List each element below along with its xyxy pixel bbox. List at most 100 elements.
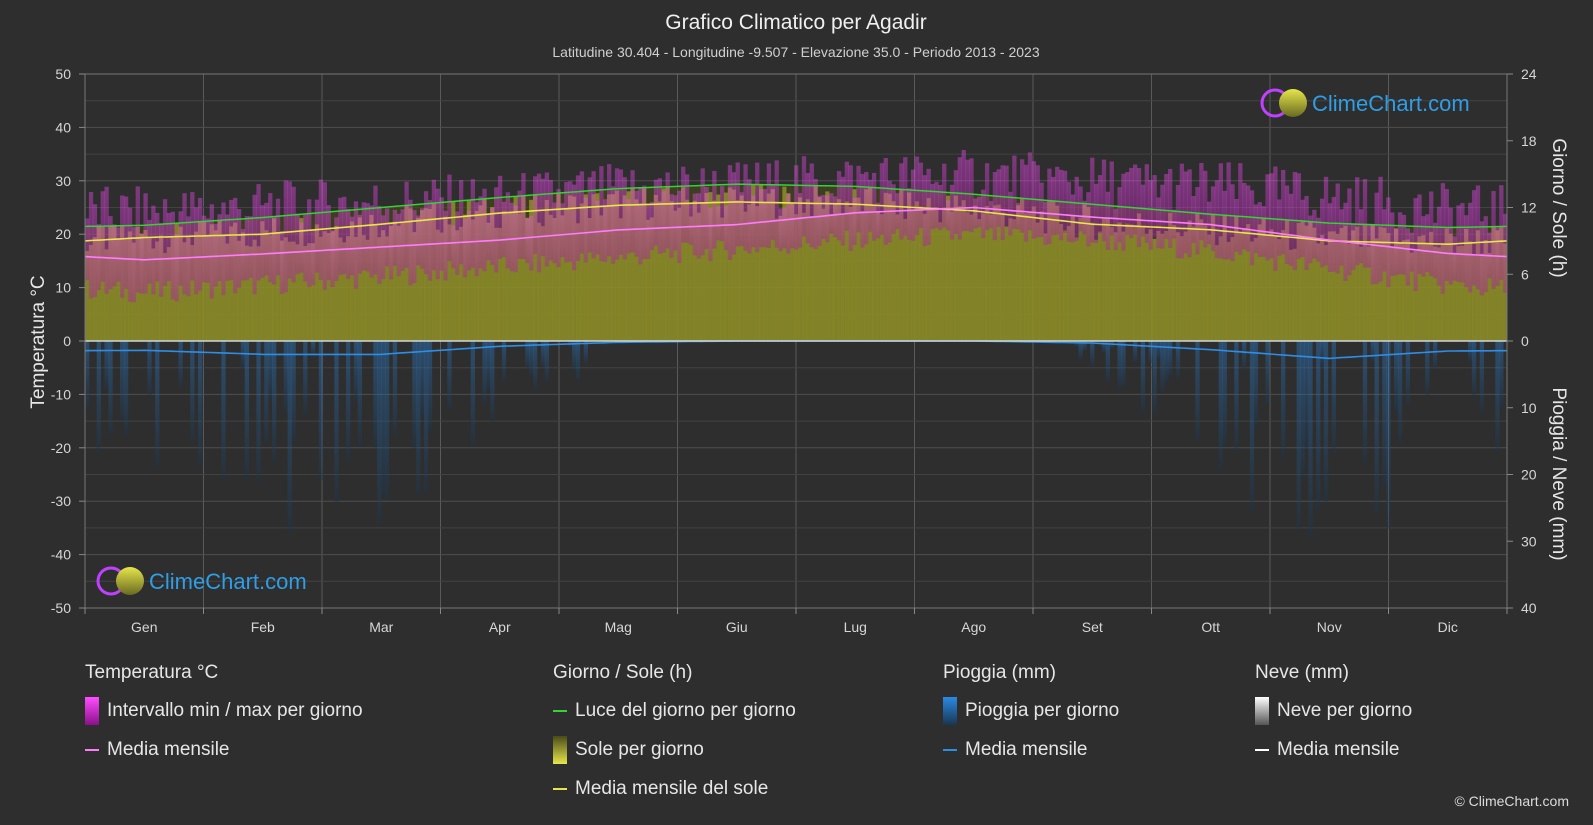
- month-tick-label: Lug: [844, 619, 867, 635]
- sunshine-day-bar: [895, 214, 900, 341]
- temp-range-day-bar: [684, 174, 690, 243]
- temp-range-day-bar: [1000, 165, 1005, 241]
- sunshine-day-bar: [1487, 252, 1492, 341]
- temp-range-day-bar: [112, 224, 117, 287]
- sunshine-day-bar: [1339, 228, 1344, 341]
- rain-day-bar: [291, 341, 296, 442]
- temp-range-day-bar: [182, 193, 187, 295]
- temp-range-day-bar: [540, 178, 546, 257]
- sunshine-day-bar: [938, 222, 943, 341]
- logo-text-bottom: ClimeChart.com: [149, 569, 307, 594]
- left-tick-label: -50: [51, 600, 71, 616]
- temp-range-day-bar: [135, 186, 140, 293]
- sunshine-day-bar: [926, 198, 931, 341]
- left-tick-label: 10: [55, 280, 71, 296]
- temp-range-day-bar: [1132, 164, 1138, 235]
- temp-range-day-bar: [1390, 212, 1395, 276]
- rain-day-bar: [1164, 341, 1169, 384]
- temp-range-day-bar: [1448, 207, 1453, 285]
- sunshine-day-bar: [1448, 233, 1453, 341]
- sunshine-day-bar: [1109, 226, 1114, 341]
- temp-range-day-bar: [552, 202, 557, 264]
- temp-range-day-bar: [470, 179, 475, 268]
- sunshine-day-bar: [1148, 229, 1153, 341]
- sunshine-day-bar: [509, 211, 514, 341]
- sunshine-day-bar: [610, 194, 616, 341]
- temp-range-day-bar: [1405, 228, 1411, 286]
- sunshine-day-bar: [638, 203, 643, 341]
- legend-label: Intervallo min / max per giorno: [107, 700, 363, 721]
- temp-range-day-bar: [653, 179, 659, 246]
- rain-day-bar: [104, 341, 109, 390]
- sunshine-day-bar: [404, 205, 409, 341]
- temp-range-day-bar: [1078, 186, 1083, 232]
- sunshine-day-bar: [1164, 230, 1169, 341]
- sunshine-day-bar: [1117, 222, 1122, 341]
- temp-range-day-bar: [1432, 222, 1438, 279]
- sunshine-day-bar: [1432, 246, 1438, 341]
- sunshine-day-bar: [1090, 222, 1095, 341]
- sunshine-day-bar: [825, 191, 830, 341]
- rain-day-bar: [1132, 341, 1138, 363]
- temp-range-day-bar: [688, 203, 694, 245]
- sunshine-day-bar: [560, 215, 565, 341]
- sunshine-day-bar: [205, 235, 211, 341]
- temp-range-day-bar: [108, 216, 113, 290]
- sunshine-day-bar: [786, 193, 791, 341]
- sunshine-day-bar: [1094, 239, 1099, 341]
- sunshine-day-bar: [373, 225, 378, 341]
- climate-chart: Grafico Climatico per Agadir Latitudine …: [28, 11, 1569, 635]
- sunshine-day-bar: [988, 214, 994, 341]
- sunshine-day-bar: [844, 201, 849, 341]
- temp-range-day-bar: [1238, 163, 1243, 255]
- legend-item-daylight: Luce del giorno per giorno: [553, 700, 796, 722]
- rain-day-bar: [96, 341, 101, 453]
- left-tick-label: 50: [55, 66, 71, 82]
- sunshine-day-bar: [1078, 217, 1083, 341]
- sunshine-day-bar: [708, 192, 713, 341]
- sunshine-day-bar: [466, 200, 472, 341]
- temp-range-day-bar: [743, 164, 748, 251]
- legend-title-temperature: Temperatura °C: [85, 662, 219, 683]
- right-tick-label-precip: 20: [1521, 467, 1537, 483]
- sunshine-day-bar: [1008, 218, 1013, 341]
- sunshine-day-bar: [1308, 222, 1313, 341]
- sunshine-day-bar: [1199, 219, 1204, 341]
- snow-swatch: [1255, 697, 1269, 725]
- left-tick-label: 0: [63, 333, 71, 349]
- rain-day-bar: [1394, 341, 1399, 413]
- legend-sun: Giorno / Sole (h) Luce del giorno per gi…: [553, 662, 796, 817]
- rain-day-bar: [178, 341, 183, 388]
- temp-range-day-bar: [497, 175, 503, 260]
- sunshine-day-bar: [720, 217, 725, 341]
- sunshine-day-bar: [1444, 228, 1449, 341]
- temp-range-day-bar: [357, 214, 363, 274]
- sunshine-day-bar: [1238, 232, 1243, 341]
- temp-range-day-bar: [934, 181, 939, 229]
- rain-day-bar: [1281, 341, 1286, 458]
- temp-range-day-bar: [1086, 192, 1091, 247]
- sunshine-day-bar: [451, 201, 456, 341]
- temp-range-day-bar: [1148, 179, 1153, 250]
- rain-day-bar: [1405, 341, 1411, 406]
- temp-range-day-bar: [1370, 224, 1375, 285]
- sunshine-day-bar: [1351, 230, 1356, 341]
- rain-day-bar: [1331, 341, 1336, 453]
- temp-range-day-bar: [1230, 184, 1235, 262]
- temp-range-day-bar: [1479, 221, 1485, 296]
- sunshine-day-bar: [1214, 245, 1220, 341]
- temp-range-day-bar: [1409, 232, 1414, 272]
- rain-day-bar: [1374, 341, 1379, 514]
- sunshine-day-bar: [688, 216, 694, 341]
- sunshine-day-bar: [1035, 222, 1040, 341]
- sunshine-day-bar: [973, 205, 978, 341]
- temp-range-day-bar: [568, 181, 573, 262]
- temp-range-day-bar: [833, 196, 838, 238]
- sunshine-day-bar: [755, 206, 760, 341]
- temp-range-day-bar: [233, 197, 238, 294]
- rain-day-bar: [377, 341, 382, 523]
- sunshine-day-bar: [494, 227, 499, 341]
- temp-range-day-bar: [1090, 157, 1095, 243]
- copyright: © ClimeChart.com: [1454, 793, 1569, 809]
- temp-range-day-bar: [1304, 195, 1309, 270]
